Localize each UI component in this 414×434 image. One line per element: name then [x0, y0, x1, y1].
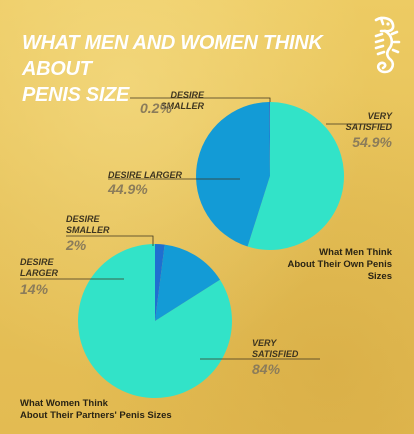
women-caption-line-1: What Women Think	[20, 398, 108, 409]
men-slice-very-satisfied	[247, 102, 345, 250]
women-label-very-satisfied: VERY SATISFIED	[252, 338, 322, 360]
seahorse-icon	[374, 16, 401, 74]
women-label-very-satisfied-line-1: VERY	[252, 338, 277, 348]
women-label-desire-larger-line-2: LARGER	[20, 268, 58, 278]
men-label-very-satisfied-line-2: SATISFIED	[345, 122, 392, 132]
men-label-very-satisfied: VERY SATISFIED	[344, 111, 392, 133]
men-label-desire-larger-text: DESIRE LARGER	[108, 170, 183, 180]
women-label-desire-larger: DESIRE LARGER	[20, 257, 80, 279]
men-chart-caption: What Men Think About Their Own Penis Siz…	[276, 247, 392, 283]
women-value-very-satisfied: 84%	[252, 361, 281, 377]
men-desire-smaller-leader	[130, 97, 271, 102]
men-label-very-satisfied-line-1: VERY	[367, 111, 392, 121]
women-caption-line-2: About Their Partners' Penis Sizes	[20, 410, 172, 421]
label-leader-lines	[20, 97, 392, 360]
page-title-line-1: WHAT MEN AND WOMEN THINK ABOUT	[22, 32, 323, 80]
men-slice-desire-smaller	[269, 102, 270, 176]
women-label-very-satisfied-line-2: SATISFIED	[252, 349, 299, 359]
men-slice-desire-larger	[196, 102, 270, 247]
women-value-desire-larger: 14%	[20, 281, 49, 297]
men-value-desire-smaller: 0.2%	[140, 100, 172, 116]
pie-men	[196, 102, 345, 250]
women-chart-caption: What Women Think About Their Partners' P…	[20, 398, 220, 422]
men-value-desire-larger: 44.9%	[108, 181, 148, 197]
women-label-desire-larger-line-1: DESIRE	[20, 257, 54, 267]
men-label-desire-larger: DESIRE LARGER	[108, 170, 198, 181]
pie-women	[77, 244, 232, 398]
women-label-desire-smaller: DESIRE SMALLER	[66, 214, 126, 236]
women-slice-very-satisfied	[77, 244, 232, 398]
women-label-desire-smaller-line-1: DESIRE	[66, 214, 100, 224]
women-label-desire-smaller-line-2: SMALLER	[66, 225, 110, 235]
page-title-line-2: PENIS SIZE	[22, 84, 130, 106]
men-label-desire-smaller: DESIRE SMALLER	[128, 90, 205, 112]
women-slice-desire-smaller	[155, 244, 165, 321]
men-caption-line-2: About Their Own Penis Sizes	[287, 259, 392, 282]
page-title: WHAT MEN AND WOMEN THINK ABOUT PENIS SIZ…	[22, 30, 352, 108]
women-value-desire-smaller: 2%	[66, 237, 87, 253]
women-slice-desire-larger	[155, 244, 221, 321]
men-value-very-satisfied: 54.9%	[352, 134, 392, 150]
men-label-desire-smaller-text: DESIRE SMALLER	[160, 90, 205, 111]
women-desire-smaller-leader	[66, 235, 154, 246]
men-caption-line-1: What Men Think	[319, 247, 392, 258]
